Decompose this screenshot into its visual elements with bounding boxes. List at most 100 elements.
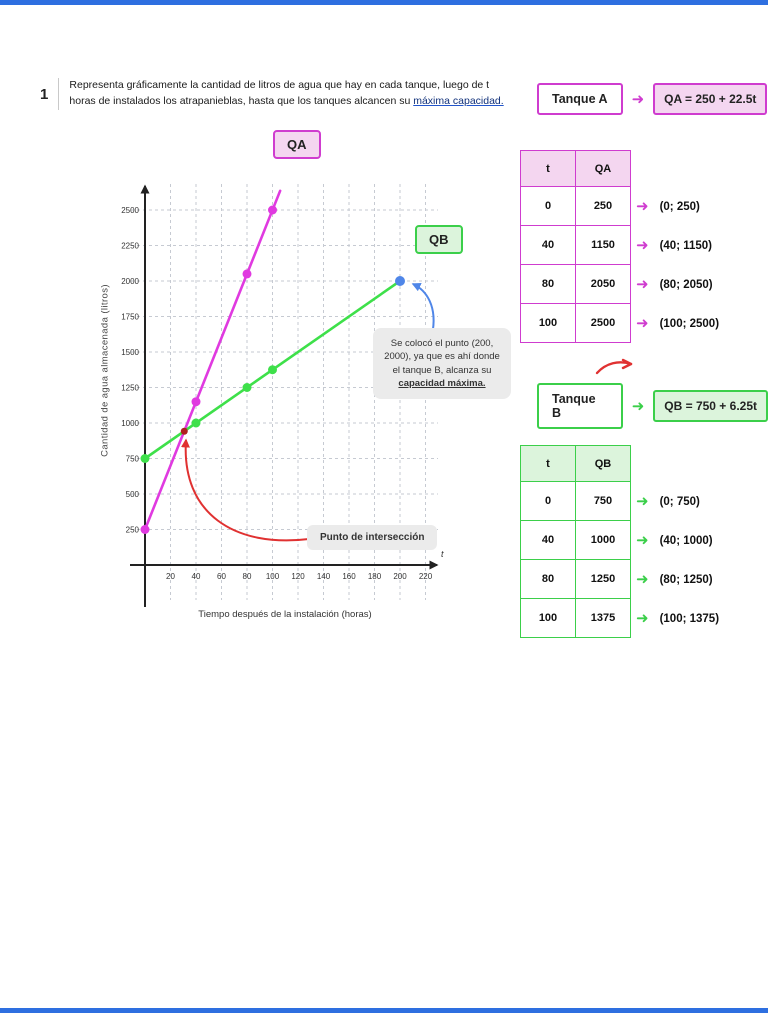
coordinate-item: ➜ (40; 1150): [636, 226, 719, 265]
coordinate-pair: (0; 250): [659, 200, 700, 213]
table-header-t: t: [520, 150, 576, 187]
coordinate-pair: (40; 1000): [659, 534, 713, 547]
coordinate-pair: (0; 750): [659, 495, 700, 508]
table-row: 40 1000: [520, 520, 631, 560]
svg-text:220: 220: [419, 572, 433, 581]
coordinate-item: ➜ (80; 1250): [636, 560, 719, 599]
tanque-b-table: t QB 0 750 40 1000 80 1250 100 1375: [520, 445, 631, 638]
svg-text:20: 20: [166, 572, 175, 581]
coordinate-pair: (100; 1375): [659, 612, 720, 625]
cell-t: 40: [520, 520, 576, 560]
svg-text:1750: 1750: [121, 313, 139, 322]
arrow-right-icon: ➜: [636, 532, 649, 549]
cell-q: 1000: [575, 520, 631, 560]
svg-text:1500: 1500: [121, 348, 139, 357]
annotation-max-capacity-underlined: capacidad máxima.: [398, 377, 486, 389]
table-row: 40 1150: [520, 225, 631, 265]
svg-text:2000: 2000: [121, 277, 139, 286]
cell-t: 100: [520, 598, 576, 638]
table-row: 100 1375: [520, 598, 631, 638]
cell-t: 40: [520, 225, 576, 265]
table-row: 80 2050: [520, 264, 631, 304]
coordinate-pair: (40; 1150): [659, 239, 713, 252]
table-row: 0 250: [520, 186, 631, 226]
cell-t: 100: [520, 303, 576, 343]
arrow-right-icon: ➜: [631, 90, 645, 108]
arrow-right-icon: ➜: [636, 610, 649, 627]
svg-text:2250: 2250: [121, 242, 139, 251]
problem-statement: 1 Representa gráficamente la cantidad de…: [40, 78, 515, 110]
table-row: 80 1250: [520, 559, 631, 599]
cell-t: 0: [520, 186, 576, 226]
table-row: 0 750: [520, 481, 631, 521]
svg-text:1000: 1000: [121, 419, 139, 428]
problem-text-underlined: máxima capacidad.: [413, 94, 504, 107]
tanque-b-title: Tanque B: [537, 383, 623, 429]
arrow-right-icon: ➜: [636, 237, 649, 254]
table-header-qb: QB: [575, 445, 631, 482]
cell-q: 1375: [575, 598, 631, 638]
annotation-max-capacity-text: Se colocó el punto (200, 2000), ya que e…: [384, 338, 500, 376]
cell-q: 1150: [575, 225, 631, 265]
cell-t: 80: [520, 559, 576, 599]
series-label-qa: QA: [273, 130, 321, 159]
svg-text:200: 200: [393, 572, 407, 581]
page-bottom-separator: [0, 1008, 768, 1013]
coordinate-pair: (100; 2500): [659, 317, 720, 330]
svg-text:1250: 1250: [121, 384, 139, 393]
tanque-a-formula: QA = 250 + 22.5t: [653, 83, 768, 115]
page-top-separator: [0, 0, 768, 5]
svg-text:t: t: [441, 549, 444, 559]
svg-text:40: 40: [192, 572, 201, 581]
annotation-max-capacity: Se colocó el punto (200, 2000), ya que e…: [373, 328, 511, 400]
svg-text:120: 120: [291, 572, 305, 581]
arrow-right-icon: ➜: [631, 397, 645, 415]
svg-text:750: 750: [126, 455, 140, 464]
red-pen-mark-icon: [595, 358, 633, 375]
svg-text:160: 160: [342, 572, 356, 581]
series-label-qb: QB: [415, 225, 463, 254]
coordinate-item: ➜ (0; 750): [636, 482, 719, 521]
svg-text:80: 80: [243, 572, 252, 581]
cell-q: 1250: [575, 559, 631, 599]
arrow-right-icon: ➜: [636, 276, 649, 293]
cell-t: 80: [520, 264, 576, 304]
coordinate-item: ➜ (100; 1375): [636, 599, 719, 638]
x-axis-label: Tiempo después de la instalación (horas): [198, 609, 372, 620]
tanque-a-coordinates: ➜ (0; 250) ➜ (40; 1150) ➜ (80; 2050) ➜ (100;…: [636, 187, 719, 343]
arrow-right-icon: ➜: [636, 198, 649, 215]
line-chart: 250 500 750 1000 1250 1500 1750 2000 2250 2500 20 4…: [121, 184, 444, 607]
y-axis-label: Cantidad de agua almacenada (litros): [99, 284, 111, 457]
problem-number: 1: [40, 86, 49, 103]
table-row: 100 2500: [520, 303, 631, 343]
divider: [58, 78, 60, 110]
coordinate-pair: (80; 1250): [659, 573, 713, 586]
tanque-a-header: Tanque A ➜ QA = 250 + 22.5t: [537, 83, 768, 115]
coordinate-item: ➜ (100; 2500): [636, 304, 719, 343]
cell-t: 0: [520, 481, 576, 521]
coordinate-item: ➜ (80; 2050): [636, 265, 719, 304]
table-header-qa: QA: [575, 150, 631, 187]
chart-area: 250 500 750 1000 1250 1500 1750 2000 2250 2500 20 4…: [85, 125, 511, 650]
cell-q: 250: [575, 186, 631, 226]
coordinate-item: ➜ (0; 250): [636, 187, 719, 226]
svg-text:140: 140: [317, 572, 331, 581]
tanque-b-formula: QB = 750 + 6.25t: [653, 390, 768, 422]
tanque-b-coordinates: ➜ (0; 750) ➜ (40; 1000) ➜ (80; 1250) ➜ (100;…: [636, 482, 719, 638]
table-header-row: t QA: [520, 150, 631, 187]
problem-text-main: Representa gráficamente la cantidad de l…: [69, 79, 490, 107]
table-header-t: t: [520, 445, 576, 482]
tanque-a-table: t QA 0 250 40 1150 80 2050 100 2500: [520, 150, 631, 343]
coordinate-item: ➜ (40; 1000): [636, 521, 719, 560]
tanque-a-title: Tanque A: [537, 83, 623, 115]
svg-text:2500: 2500: [121, 206, 139, 215]
cell-q: 2050: [575, 264, 631, 304]
tanque-b-header: Tanque B ➜ QB = 750 + 6.25t: [537, 383, 768, 429]
problem-text: Representa gráficamente la cantidad de l…: [69, 78, 515, 110]
svg-text:100: 100: [266, 572, 280, 581]
table-header-row: t QB: [520, 445, 631, 482]
arrow-right-icon: ➜: [636, 493, 649, 510]
svg-text:180: 180: [368, 572, 382, 581]
cell-q: 750: [575, 481, 631, 521]
